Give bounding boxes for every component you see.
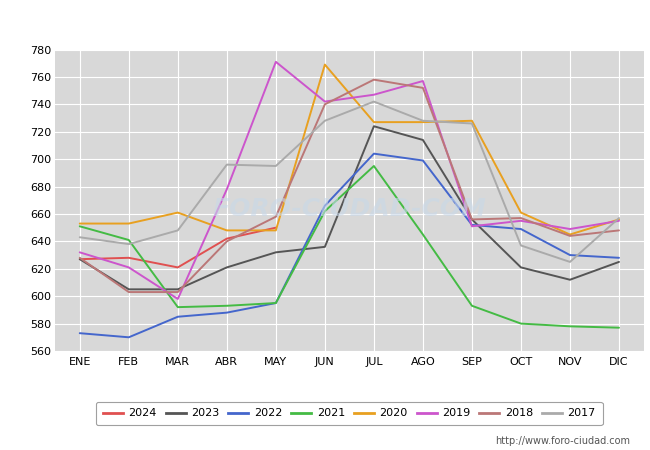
Text: Afiliados en Caldes d'Estrac a 31/5/2024: Afiliados en Caldes d'Estrac a 31/5/2024 [171,13,479,28]
Text: FORO-CIUDAD-COM: FORO-CIUDAD-COM [213,197,486,221]
Legend: 2024, 2023, 2022, 2021, 2020, 2019, 2018, 2017: 2024, 2023, 2022, 2021, 2020, 2019, 2018… [96,402,603,425]
Text: http://www.foro-ciudad.com: http://www.foro-ciudad.com [495,436,630,446]
